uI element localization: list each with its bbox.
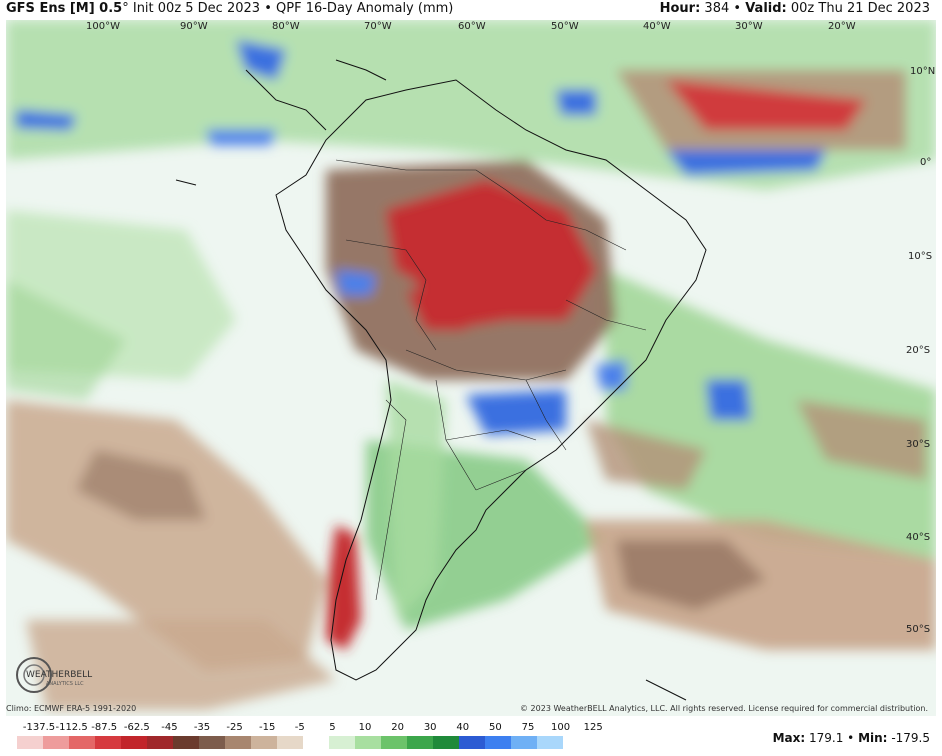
legend-swatch bbox=[329, 736, 355, 749]
legend-swatch bbox=[69, 736, 95, 749]
title-bullet: • bbox=[264, 1, 272, 16]
legend-tick-label: -87.5 bbox=[91, 722, 118, 733]
legend-tick-label: 75 bbox=[521, 722, 535, 733]
legend-swatch bbox=[511, 736, 537, 749]
model-name: GFS Ens [M] 0.5 bbox=[6, 1, 123, 16]
valid-info: Hour: 384 • Valid: 00z Thu 21 Dec 2023 bbox=[660, 1, 930, 16]
degree-sign: ° bbox=[122, 1, 129, 16]
anomaly-map[interactable]: 100°W 90°W 80°W 70°W 60°W 50°W 40°W 30°W… bbox=[6, 20, 936, 716]
legend-colorbar bbox=[17, 736, 563, 749]
legend-swatch bbox=[225, 736, 251, 749]
legend-swatch bbox=[407, 736, 433, 749]
legend-swatch bbox=[43, 736, 69, 749]
legend-swatch bbox=[199, 736, 225, 749]
legend-swatch bbox=[251, 736, 277, 749]
copyright-note: © 2023 WeatherBELL Analytics, LLC. All r… bbox=[520, 704, 928, 713]
max-value: 179.1 bbox=[808, 731, 844, 745]
legend-swatch bbox=[433, 736, 459, 749]
legend-tick-label: 20 bbox=[391, 722, 404, 733]
lat-label: 10°S bbox=[908, 251, 932, 262]
legend-swatch bbox=[95, 736, 121, 749]
product-name: QPF 16-Day Anomaly (mm) bbox=[276, 1, 454, 16]
lon-label: 20°W bbox=[828, 21, 856, 32]
anomaly-field bbox=[6, 20, 936, 710]
init-time: Init 00z 5 Dec 2023 bbox=[132, 1, 261, 16]
max-label: Max: bbox=[772, 731, 806, 745]
graticule-labels: 100°W 90°W 80°W 70°W 60°W 50°W 40°W 30°W… bbox=[86, 21, 935, 635]
lat-label: 20°S bbox=[906, 345, 930, 356]
legend-swatch bbox=[121, 736, 147, 749]
legend-tick-label: 125 bbox=[583, 722, 603, 733]
legend-tick-label: -45 bbox=[161, 722, 178, 733]
map-title: GFS Ens [M] 0.5° Init 00z 5 Dec 2023 • Q… bbox=[6, 1, 453, 16]
legend-swatch bbox=[459, 736, 485, 749]
weatherbell-logo: WEATHERBELL ANALYTICS LLC bbox=[16, 657, 92, 693]
legend-swatch bbox=[303, 736, 329, 749]
legend-tick-label: -137.5 bbox=[22, 722, 56, 733]
legend-swatch bbox=[173, 736, 199, 749]
legend-tick-label: -62.5 bbox=[123, 722, 150, 733]
legend-swatch bbox=[17, 736, 43, 749]
max-min-readout: Max: 179.1 • Min: -179.5 bbox=[773, 731, 930, 745]
lat-label: 10°N bbox=[910, 66, 935, 77]
lat-label: 40°S bbox=[906, 532, 930, 543]
legend-swatch bbox=[147, 736, 173, 749]
lon-label: 80°W bbox=[272, 21, 300, 32]
legend-tick-label: 100 bbox=[551, 722, 571, 733]
lon-label: 40°W bbox=[643, 21, 671, 32]
legend-ticks: -137.5 -112.5 -87.5 -62.5 -45 -35 -25 -15 -5 5 10 2… bbox=[17, 722, 667, 734]
valid-label: Valid: bbox=[745, 1, 787, 16]
legend-swatch bbox=[355, 736, 381, 749]
legend-tick-label: 10 bbox=[358, 722, 372, 733]
min-label: Min: bbox=[858, 731, 888, 745]
legend-tick-label: 30 bbox=[423, 722, 437, 733]
hour-label: Hour: bbox=[659, 1, 701, 16]
legend-tick-label: -15 bbox=[259, 722, 276, 733]
lat-label: 0° bbox=[920, 157, 931, 168]
lon-label: 50°W bbox=[551, 21, 579, 32]
maxmin-bullet: • bbox=[847, 731, 855, 745]
legend-tick-label: 40 bbox=[456, 722, 470, 733]
lon-label: 70°W bbox=[364, 21, 392, 32]
legend-tick-label: -35 bbox=[193, 722, 211, 733]
legend-tick-label: 50 bbox=[489, 722, 502, 733]
logo-subtext: ANALYTICS LLC bbox=[46, 681, 84, 687]
coastlines bbox=[175, 59, 707, 701]
legend-tick-label: -112.5 bbox=[55, 722, 88, 733]
legend-tick-label: -5 bbox=[294, 722, 305, 733]
lat-label: 30°S bbox=[906, 439, 930, 450]
legend-swatch bbox=[381, 736, 407, 749]
min-value: -179.5 bbox=[891, 731, 930, 745]
hour-value: 384 bbox=[704, 1, 730, 16]
lon-label: 60°W bbox=[458, 21, 486, 32]
legend-swatch bbox=[485, 736, 511, 749]
header-bar: GFS Ens [M] 0.5° Init 00z 5 Dec 2023 • Q… bbox=[0, 0, 942, 20]
lat-label: 50°S bbox=[906, 624, 930, 635]
valid-value: 00z Thu 21 Dec 2023 bbox=[790, 1, 930, 16]
legend-tick-label: 5 bbox=[329, 722, 336, 733]
lon-label: 90°W bbox=[180, 21, 208, 32]
logo-text: WEATHERBELL bbox=[26, 670, 92, 680]
climo-note: Climo: ECMWF ERA-5 1991-2020 bbox=[6, 704, 137, 713]
map-canvas: 100°W 90°W 80°W 70°W 60°W 50°W 40°W 30°W… bbox=[6, 20, 936, 716]
valid-bullet: • bbox=[733, 1, 742, 16]
legend-swatch bbox=[537, 736, 563, 749]
lon-label: 100°W bbox=[86, 21, 120, 32]
legend-tick-label: -25 bbox=[226, 722, 243, 733]
country-borders bbox=[335, 159, 647, 601]
legend-swatch bbox=[277, 736, 303, 749]
lon-label: 30°W bbox=[735, 21, 763, 32]
